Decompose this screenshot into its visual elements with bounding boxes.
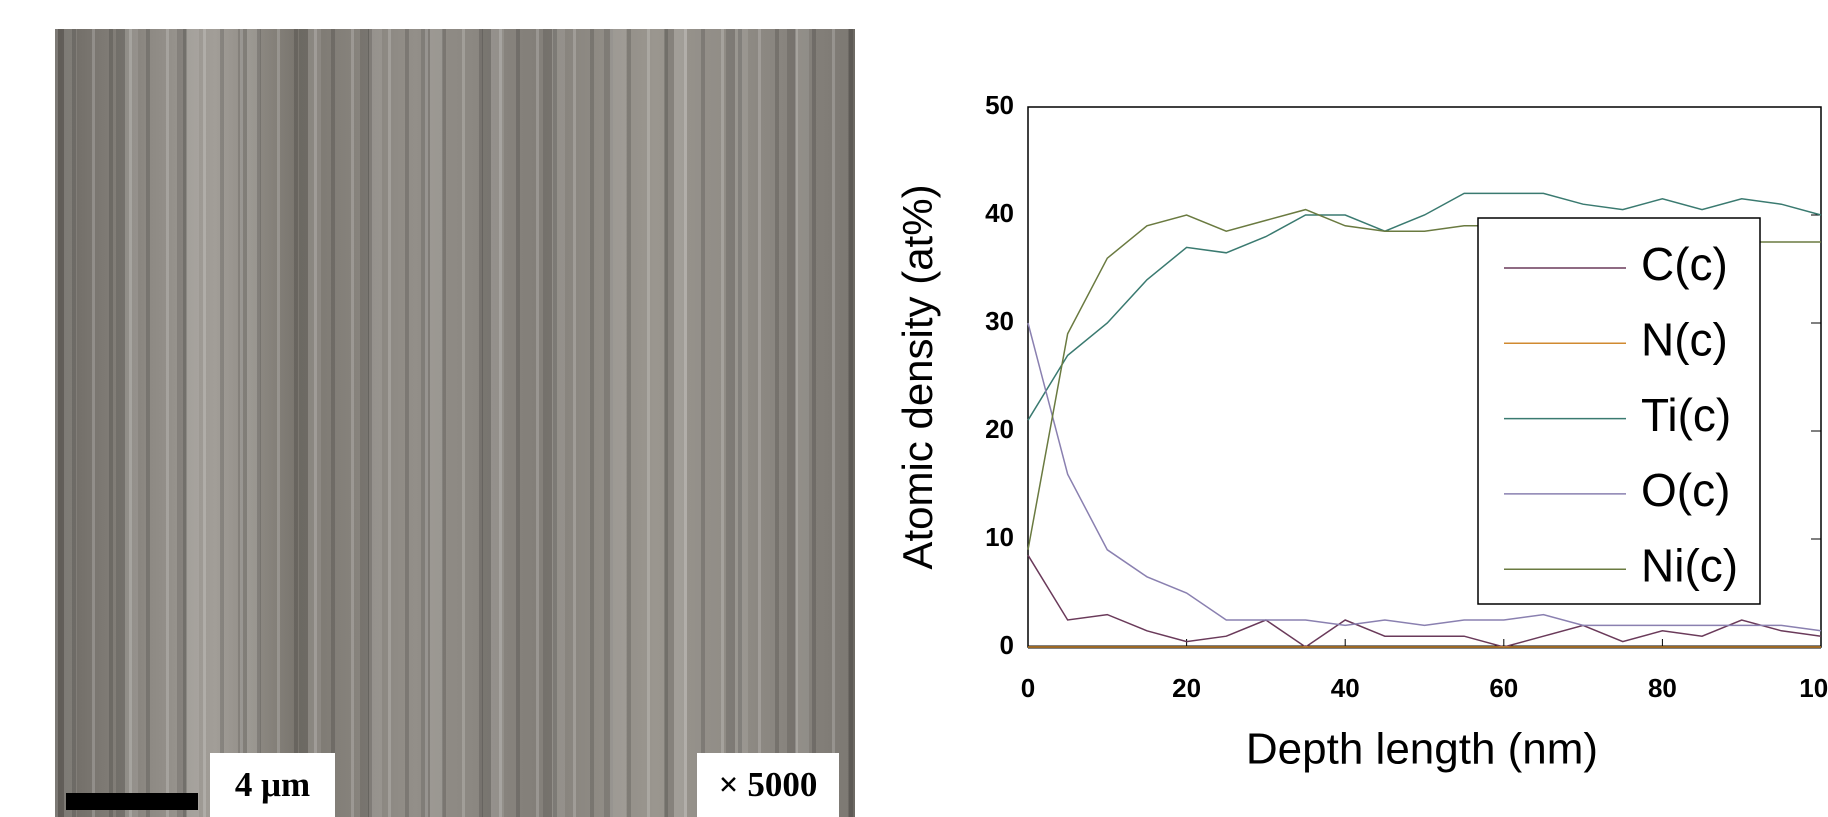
y-axis-label: Atomic density (at%) <box>894 184 941 569</box>
legend <box>1477 217 1761 605</box>
y-tick-label: 50 <box>985 90 1014 120</box>
x-tick-label: 20 <box>1172 673 1201 703</box>
x-tick-label: 60 <box>1489 673 1518 703</box>
x-tick-label: 0 <box>1021 673 1035 703</box>
y-tick-label: 40 <box>985 198 1014 228</box>
legend-label: N(c) <box>1641 313 1728 365</box>
y-tick-label: 0 <box>1000 630 1014 660</box>
legend-label: Ti(c) <box>1641 389 1731 441</box>
x-tick-label: 80 <box>1648 673 1677 703</box>
sem-image: 4 μm × 5000 <box>55 29 855 817</box>
series-line <box>1027 554 1822 648</box>
x-axis-label: Depth length (nm) <box>1246 725 1598 774</box>
scale-label: 4 μm <box>210 753 335 817</box>
magnification: × 5000 <box>697 753 839 817</box>
legend-label: C(c) <box>1641 238 1728 290</box>
y-tick-label: 20 <box>985 414 1014 444</box>
legend-label: Ni(c) <box>1641 539 1738 591</box>
legend-label: O(c) <box>1641 464 1730 516</box>
x-tick-label: 40 <box>1331 673 1360 703</box>
series-line <box>1027 192 1822 421</box>
y-tick-label: 10 <box>985 522 1014 552</box>
x-tick-label: 100 <box>1799 673 1828 703</box>
y-tick-label: 30 <box>985 306 1014 336</box>
scale-bar <box>66 793 198 810</box>
series-line <box>1027 322 1822 632</box>
